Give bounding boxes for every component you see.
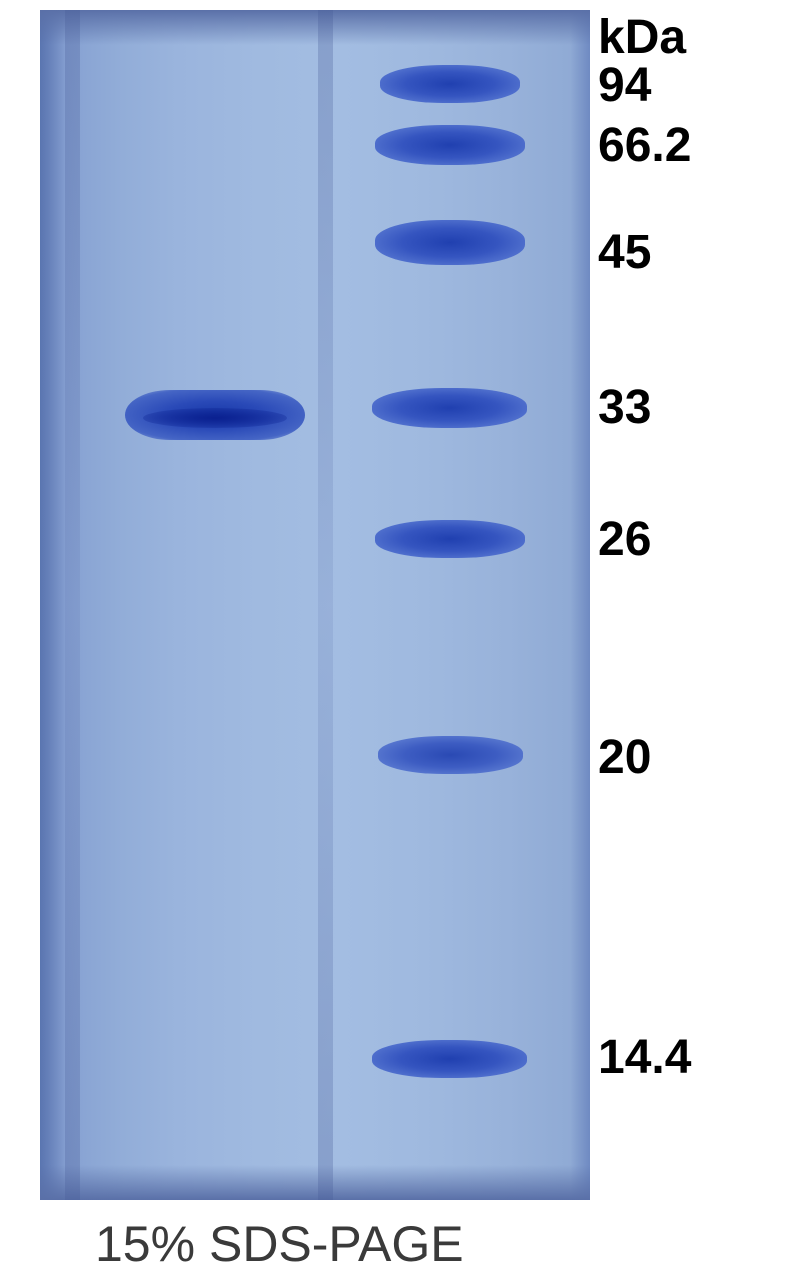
marker-label-26: 26 xyxy=(598,512,651,567)
marker-band-20 xyxy=(378,736,523,774)
unit-label: kDa xyxy=(598,10,686,65)
gel-edge xyxy=(40,1165,590,1200)
lane-divider xyxy=(318,10,333,1200)
gel-caption: 15% SDS-PAGE xyxy=(95,1215,464,1273)
marker-band-94 xyxy=(380,65,520,103)
marker-band-66 xyxy=(375,125,525,165)
gel-edge xyxy=(40,10,65,1200)
gel-background xyxy=(40,10,590,1200)
marker-label-33: 33 xyxy=(598,380,651,435)
gel-edge xyxy=(570,10,590,1200)
gel-edge xyxy=(40,10,590,45)
marker-label-45: 45 xyxy=(598,225,651,280)
marker-band-33 xyxy=(372,388,527,428)
marker-band-26 xyxy=(375,520,525,558)
sample-protein-band xyxy=(125,390,305,440)
marker-label-66: 66.2 xyxy=(598,118,691,173)
marker-band-14 xyxy=(372,1040,527,1078)
marker-label-14: 14.4 xyxy=(598,1030,691,1085)
gel-image xyxy=(40,10,590,1200)
marker-label-20: 20 xyxy=(598,730,651,785)
marker-label-94: 94 xyxy=(598,58,651,113)
marker-band-45 xyxy=(375,220,525,265)
lane-divider xyxy=(65,10,80,1200)
